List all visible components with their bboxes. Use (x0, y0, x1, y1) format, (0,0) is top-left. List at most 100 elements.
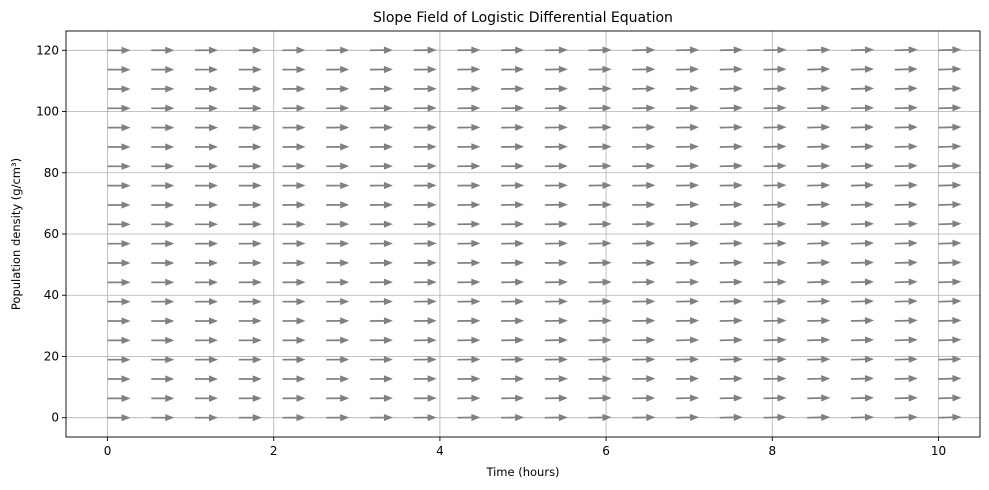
slope-arrow (894, 104, 918, 112)
slope-arrow (588, 394, 612, 402)
slope-arrow (719, 123, 743, 131)
slope-arrow (501, 259, 525, 267)
slope-arrow (457, 336, 481, 344)
slope-arrow (326, 104, 350, 112)
slope-arrow (369, 46, 393, 54)
slope-arrow (107, 414, 131, 422)
slope-arrow (588, 181, 612, 190)
slope-arrow (763, 355, 787, 363)
slope-arrow (938, 355, 962, 363)
slope-arrow (107, 298, 131, 306)
slope-arrow (413, 123, 437, 132)
slope-arrow (632, 317, 656, 325)
slope-arrow (326, 143, 350, 151)
slope-arrow (544, 297, 568, 306)
slope-arrow (151, 298, 175, 306)
slope-arrow (282, 375, 306, 383)
slope-arrow (195, 336, 219, 344)
slope-arrow (238, 85, 262, 93)
slope-arrow (413, 104, 437, 112)
slope-arrow (501, 297, 525, 306)
slope-arrow (544, 239, 568, 248)
slope-arrow (850, 123, 874, 131)
slope-arrow (632, 239, 656, 247)
slope-arrow (457, 46, 481, 54)
slope-arrow (676, 65, 700, 73)
slope-arrow (676, 201, 700, 209)
slope-arrow (676, 181, 700, 189)
slope-arrow (369, 259, 393, 267)
slope-arrow (457, 85, 481, 93)
slope-arrow (413, 201, 437, 209)
slope-arrow (763, 65, 787, 73)
slope-arrow (632, 104, 656, 112)
slope-arrow (326, 162, 350, 170)
slope-arrow (107, 143, 131, 151)
slope-arrow (413, 65, 437, 74)
slope-arrow (850, 239, 874, 247)
slope-arrow (807, 162, 831, 170)
slope-arrow (326, 181, 350, 190)
slope-arrow (195, 278, 219, 286)
slope-arrow (151, 201, 175, 209)
slope-arrow (195, 46, 219, 54)
slope-arrow (850, 220, 874, 228)
slope-arrow (894, 375, 918, 383)
slope-arrow (676, 278, 700, 286)
slope-arrow (501, 85, 525, 93)
slope-arrow (632, 85, 656, 93)
slope-arrow (413, 317, 437, 325)
slope-arrow (282, 46, 306, 54)
slope-arrow (588, 259, 612, 267)
slope-arrow (195, 162, 219, 170)
slope-arrow (326, 65, 350, 74)
slope-arrow (413, 220, 437, 228)
slope-arrow (588, 413, 612, 422)
slope-arrow (369, 143, 393, 151)
slope-arrow (763, 162, 787, 170)
slope-arrow (894, 355, 918, 363)
slope-arrow (369, 297, 393, 306)
slope-arrow (719, 413, 743, 421)
slope-arrow (544, 394, 568, 402)
slope-arrow (238, 414, 262, 422)
slope-arrow (850, 317, 874, 325)
slope-arrow (807, 413, 831, 421)
slope-arrow (107, 336, 131, 344)
slope-arrow (501, 65, 525, 74)
slope-arrow (807, 46, 831, 54)
slope-arrow (719, 278, 743, 286)
slope-arrow (413, 413, 437, 422)
slope-arrow (676, 46, 700, 54)
slope-arrow (544, 46, 568, 54)
slope-arrow (195, 201, 219, 209)
slope-arrow (588, 375, 612, 383)
slope-arrow (413, 394, 437, 402)
slope-arrow (807, 143, 831, 151)
slope-arrow (719, 239, 743, 247)
slope-arrow (369, 85, 393, 93)
slope-arrow (632, 162, 656, 170)
slope-arrow (195, 414, 219, 422)
slope-arrow (282, 65, 306, 74)
slope-arrow (588, 201, 612, 209)
slope-arrow (413, 336, 437, 344)
slope-arrow (807, 65, 831, 73)
slope-arrow (413, 355, 437, 364)
slope-arrow (676, 336, 700, 344)
slope-arrow (632, 123, 656, 131)
slope-arrow (457, 297, 481, 306)
slope-arrow (850, 84, 874, 93)
slope-arrow (676, 239, 700, 247)
slope-arrow (894, 297, 918, 305)
slope-arrow (151, 240, 175, 248)
slope-arrow (719, 355, 743, 363)
slope-arrow (632, 201, 656, 209)
slope-arrow (195, 182, 219, 190)
slope-arrow (719, 297, 743, 305)
slope-arrow (413, 85, 437, 93)
x-tick-label: 4 (436, 444, 444, 458)
slope-arrow (238, 162, 262, 170)
slope-arrow (938, 258, 962, 267)
